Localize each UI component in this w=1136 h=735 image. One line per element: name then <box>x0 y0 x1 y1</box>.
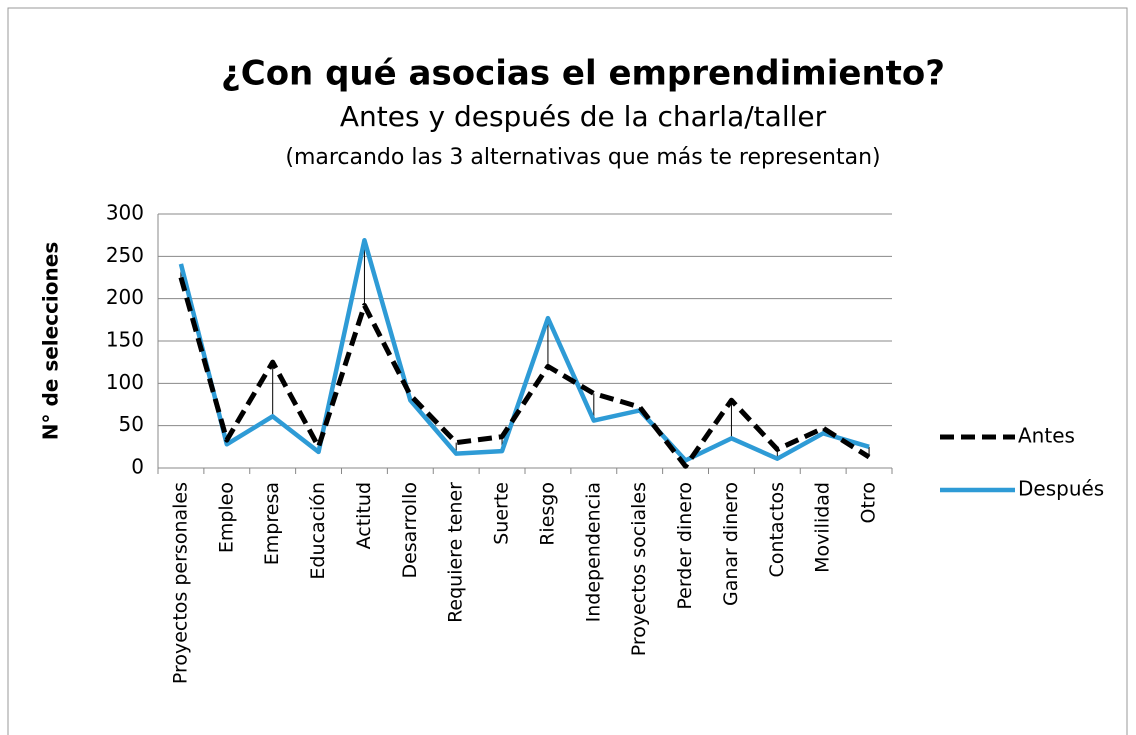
x-tick-label: Contactos <box>766 482 788 577</box>
x-tick-label: Empleo <box>215 482 237 553</box>
x-tick-label: Ganar dinero <box>720 482 742 606</box>
legend-label: Después <box>1018 477 1104 501</box>
chart-note: (marcando las 3 alternativas que más te … <box>285 145 880 170</box>
y-tick-label: 250 <box>106 243 144 267</box>
x-tick-label: Movilidad <box>812 482 834 573</box>
chart-title: ¿Con qué asocias el emprendimiento? <box>221 54 945 94</box>
chart-frame <box>7 7 1128 735</box>
x-tick-label: Empresa <box>261 482 283 565</box>
y-tick-label: 0 <box>131 455 144 479</box>
x-tick-label: Requiere tener <box>445 482 467 623</box>
y-tick-label: 200 <box>106 285 144 309</box>
chart-subtitle: Antes y después de la charla/taller <box>340 100 827 133</box>
x-tick-label: Suerte <box>491 482 513 545</box>
x-tick-label: Desarrollo <box>399 482 421 579</box>
series-line <box>178 237 870 463</box>
x-tick-label: Riesgo <box>536 482 558 546</box>
x-tick-label: Proyectos personales <box>169 482 191 684</box>
x-tick-label: Perder dinero <box>674 482 696 610</box>
y-tick-label: 150 <box>106 328 144 352</box>
y-tick-label: 50 <box>119 412 144 436</box>
x-tick-label: Independencia <box>582 482 604 622</box>
series-line <box>178 276 871 469</box>
y-tick-label: 100 <box>106 370 144 394</box>
legend-label: Antes <box>1018 424 1075 448</box>
y-tick-label: 300 <box>106 201 144 225</box>
y-axis-label: N° de selecciones <box>39 242 63 440</box>
x-tick-label: Otro <box>858 482 880 523</box>
x-tick-label: Educación <box>307 482 329 580</box>
x-tick-label: Proyectos sociales <box>628 482 650 656</box>
x-tick-label: Actitud <box>353 482 375 549</box>
